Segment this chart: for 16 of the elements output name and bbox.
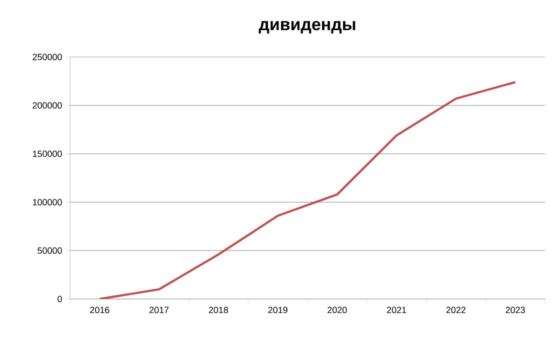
x-tick-label: 2020 (328, 306, 347, 314)
x-tick-label: 2022 (446, 306, 466, 314)
x-tick-label: 2018 (208, 306, 228, 314)
x-tick-label: 2019 (268, 306, 288, 314)
line-series (98, 81, 516, 299)
x-tick-label: 2021 (387, 306, 406, 314)
y-tick-label: 250000 (32, 54, 62, 60)
x-tick-label: 2023 (506, 306, 525, 314)
chart-title: дивиденды (258, 21, 356, 34)
y-tick-label: 50000 (38, 247, 62, 254)
y-tick-label: 0 (58, 296, 62, 302)
y-tick-label: 100000 (33, 199, 62, 206)
x-tick-label: 2016 (90, 306, 110, 314)
y-tick-label: 200000 (32, 102, 62, 109)
y-tick-label: 150000 (33, 150, 62, 157)
x-tick-label: 2017 (150, 306, 169, 314)
